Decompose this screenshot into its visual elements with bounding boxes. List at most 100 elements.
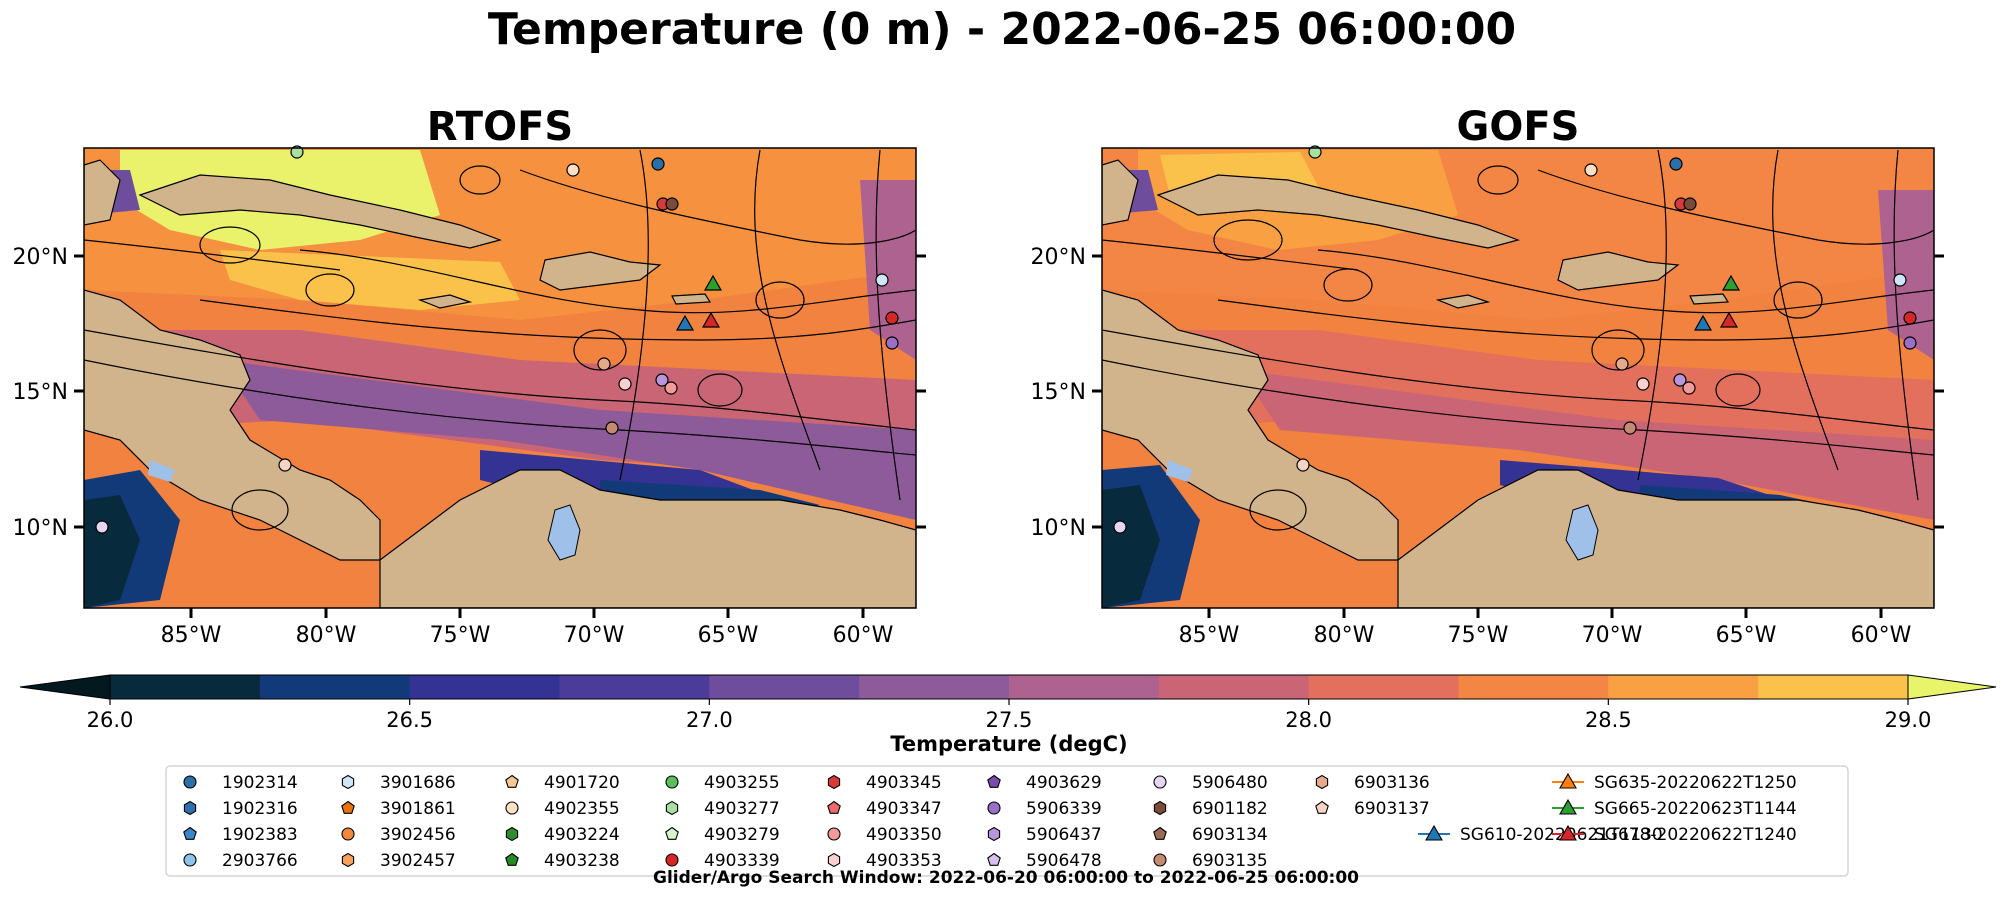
argo-marker bbox=[1113, 520, 1127, 534]
legend-marker bbox=[1315, 774, 1329, 790]
legend-marker bbox=[183, 853, 197, 867]
legend-marker bbox=[341, 774, 355, 790]
legend-marker bbox=[827, 852, 841, 868]
streamlines-rtofs bbox=[84, 149, 916, 531]
y-tick-labels-gofs: 10°N 15°N 20°N bbox=[1031, 245, 1086, 541]
glider-marker bbox=[701, 311, 721, 328]
colorbar-tick-label: 27.5 bbox=[986, 708, 1033, 732]
legend-label: 3902457 bbox=[380, 851, 456, 871]
legend-label: 4903353 bbox=[866, 851, 942, 871]
x-tick-label: 60°W bbox=[1851, 623, 1912, 648]
cool-band bbox=[1240, 370, 1934, 520]
argo-marker bbox=[1682, 381, 1696, 395]
lake-maracaibo bbox=[1565, 504, 1599, 561]
argo-marker bbox=[1308, 145, 1322, 159]
argo-marker bbox=[1683, 197, 1697, 211]
legend-label: 4903224 bbox=[544, 825, 620, 845]
map-frame-rtofs bbox=[83, 147, 917, 609]
argo-marker bbox=[1903, 311, 1917, 325]
legend-label: 4903339 bbox=[704, 851, 780, 871]
land-puerto-rico bbox=[1689, 293, 1730, 305]
x-tick-label: 75°W bbox=[1448, 623, 1509, 648]
colorbar-over-extension bbox=[1907, 674, 1997, 700]
legend: 1902314 1902316 1902383 2903766 3901686 39018… bbox=[183, 772, 1797, 871]
argo-marker bbox=[1296, 458, 1310, 472]
legend-marker bbox=[665, 826, 679, 840]
land-south-america bbox=[379, 469, 916, 608]
argo-marker bbox=[95, 520, 109, 534]
colorbar: 26.0 26.5 27.0 27.5 28.0 28.5 29.0 bbox=[19, 674, 1997, 732]
colorbar-level bbox=[859, 675, 1010, 699]
legend-marker bbox=[827, 800, 841, 814]
land-hispaniola bbox=[539, 251, 662, 291]
y-tick-label: 20°N bbox=[13, 245, 68, 270]
land-cuba bbox=[138, 174, 502, 249]
map-panel-gofs bbox=[1101, 145, 1935, 609]
argo-marker bbox=[1636, 377, 1650, 391]
legend-marker bbox=[1153, 853, 1167, 867]
y-tick-label: 15°N bbox=[1031, 380, 1086, 405]
streamlines-gofs bbox=[1102, 149, 1934, 531]
legend-marker bbox=[505, 774, 519, 788]
colorbar-tick-label: 28.0 bbox=[1285, 708, 1332, 732]
x-tick-labels-gofs: 85°W 80°W 75°W 70°W 65°W 60°W bbox=[1179, 623, 1912, 648]
land-south-america bbox=[1397, 469, 1934, 608]
colorbar-level bbox=[1608, 675, 1759, 699]
legend-label: SG678-20220622T1240 bbox=[1594, 825, 1797, 845]
legend-marker bbox=[827, 774, 841, 790]
argo-marker bbox=[1623, 421, 1637, 435]
legend-marker bbox=[505, 826, 519, 842]
search-window-footer: Glider/Argo Search Window: 2022-06-20 06… bbox=[653, 868, 1359, 888]
legend-marker bbox=[1153, 800, 1167, 816]
colorbar-level bbox=[259, 675, 411, 699]
land-rtofs bbox=[84, 159, 916, 608]
cool-band bbox=[220, 360, 916, 520]
argo-marker bbox=[885, 311, 899, 325]
colorbar-tick-label: 28.5 bbox=[1585, 708, 1632, 732]
legend-marker bbox=[1153, 775, 1167, 789]
colorbar-under-extension bbox=[19, 674, 111, 700]
y-tick-label: 20°N bbox=[1031, 245, 1086, 270]
land-hispaniola bbox=[1557, 251, 1680, 291]
nw-cold-core bbox=[1102, 485, 1160, 608]
glider-marker bbox=[675, 314, 695, 331]
east-cool-patch bbox=[860, 180, 916, 360]
land-jamaica bbox=[1435, 294, 1491, 309]
legend-marker bbox=[341, 827, 355, 841]
legend-label: 6903137 bbox=[1354, 799, 1430, 819]
land-yucatan bbox=[84, 159, 121, 226]
argo-marker bbox=[618, 377, 632, 391]
legend-label: 1902383 bbox=[222, 825, 298, 845]
argo-marker bbox=[655, 373, 669, 387]
argo-marker bbox=[1615, 357, 1629, 371]
argo-marker bbox=[875, 273, 889, 287]
legend-label: 5906437 bbox=[1026, 825, 1102, 845]
colorbar-level bbox=[1758, 675, 1909, 699]
lake-maracaibo bbox=[547, 504, 581, 561]
x-tick-label: 85°W bbox=[1179, 623, 1240, 648]
x-tick-label: 85°W bbox=[161, 623, 222, 648]
argo-marker bbox=[278, 458, 292, 472]
legend-marker bbox=[827, 827, 841, 841]
argo-marker bbox=[1673, 373, 1687, 387]
legend-label: 5906478 bbox=[1026, 851, 1102, 871]
legend-label: 6903135 bbox=[1192, 851, 1268, 871]
legend-label: 4903277 bbox=[704, 799, 780, 819]
x-tick-labels-rtofs: 85°W 80°W 75°W 70°W 65°W 60°W bbox=[161, 623, 894, 648]
legend-marker bbox=[665, 853, 679, 867]
legend-label: 5906339 bbox=[1026, 799, 1102, 819]
colorbar-level bbox=[559, 675, 710, 699]
colorbar-tick-label: 26.0 bbox=[87, 708, 134, 732]
colorbar-tick-label: 26.5 bbox=[386, 708, 433, 732]
glider-marker bbox=[703, 274, 723, 291]
legend-marker bbox=[1559, 772, 1577, 789]
legend-marker bbox=[987, 826, 1001, 842]
legend-label: 1902316 bbox=[222, 799, 298, 819]
argo-marker bbox=[290, 145, 304, 159]
legend-label: 4903629 bbox=[1026, 773, 1102, 793]
map-frame-gofs bbox=[1101, 147, 1935, 609]
argo-marker bbox=[885, 336, 899, 350]
legend-marker bbox=[1153, 826, 1167, 840]
lake-nicaragua bbox=[148, 460, 175, 482]
map-panel-rtofs bbox=[83, 145, 917, 609]
